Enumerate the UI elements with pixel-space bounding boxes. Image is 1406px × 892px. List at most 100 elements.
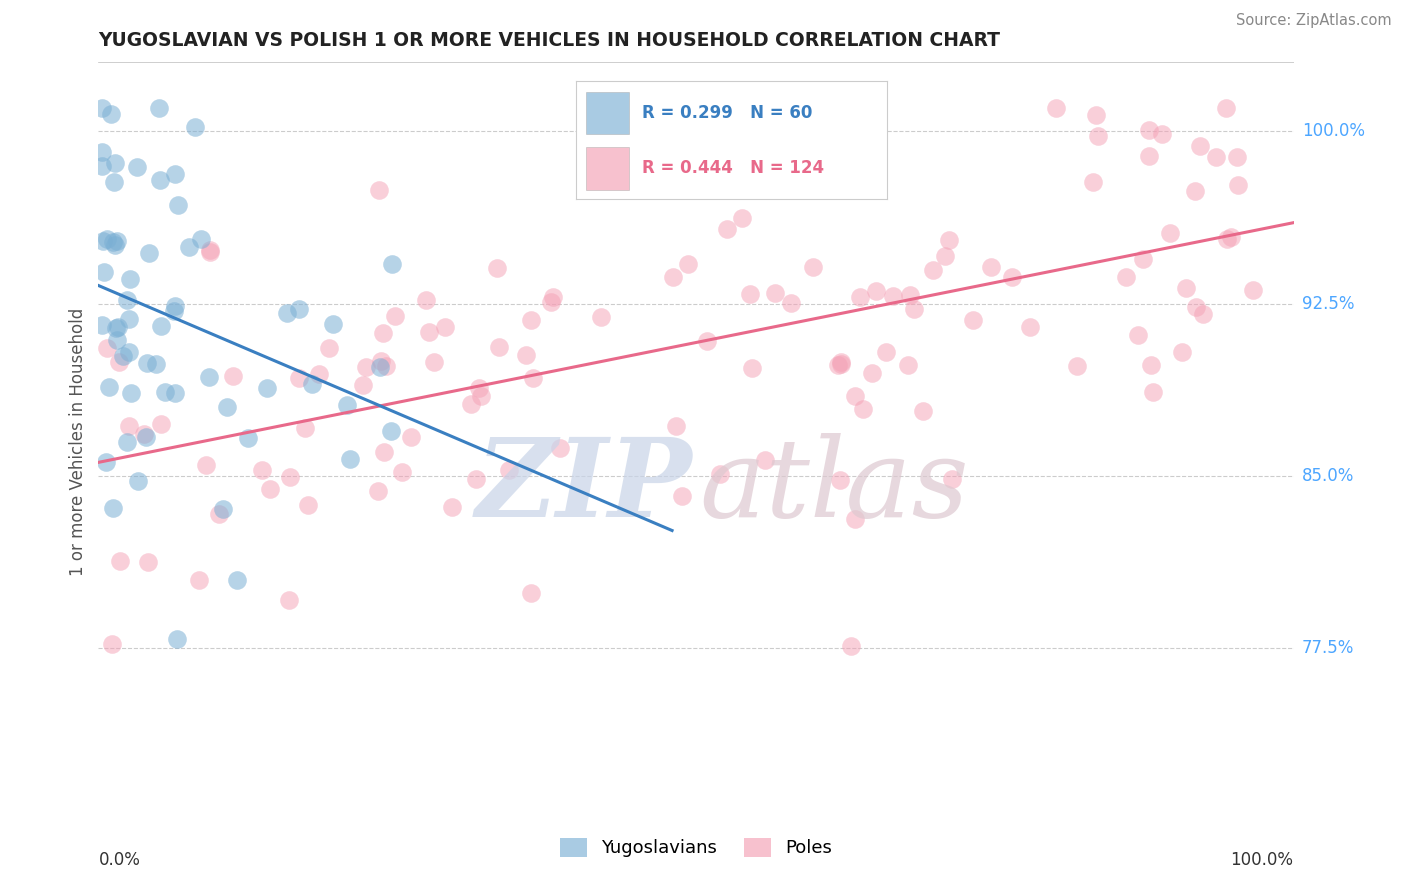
Point [153, 385, 176, 400]
Point [115, 434, 138, 449]
Point [540, 294, 562, 309]
Point [198, 244, 221, 259]
Point [322, 318, 344, 332]
Point [688, 120, 710, 135]
Point [354, 359, 377, 374]
Point [370, 359, 392, 374]
Text: YUGOSLAVIAN VS POLISH 1 OR MORE VEHICLES IN HOUSEHOLD CORRELATION CHART: YUGOSLAVIAN VS POLISH 1 OR MORE VEHICLES… [98, 30, 1001, 50]
Point [288, 371, 311, 385]
Point [380, 257, 402, 271]
Text: 100.0%: 100.0% [1230, 851, 1294, 869]
Point [104, 321, 127, 335]
Point [1137, 149, 1160, 163]
Point [190, 232, 212, 246]
Point [875, 345, 897, 359]
Point [678, 257, 700, 271]
Point [294, 421, 316, 435]
Point [1066, 359, 1088, 373]
Point [145, 357, 167, 371]
Point [415, 293, 437, 307]
Legend: Yugoslavians, Poles: Yugoslavians, Poles [553, 830, 839, 864]
Point [1018, 320, 1040, 334]
Point [1152, 128, 1174, 142]
Point [467, 381, 489, 395]
Point [132, 427, 155, 442]
Point [433, 320, 456, 334]
Point [962, 313, 984, 327]
Point [339, 451, 361, 466]
Point [138, 555, 160, 569]
Point [1132, 252, 1154, 267]
Point [844, 388, 866, 402]
Point [117, 293, 139, 307]
Point [100, 106, 122, 120]
Point [1140, 358, 1163, 372]
Point [118, 312, 141, 326]
Point [1227, 178, 1250, 193]
Point [399, 429, 422, 443]
Point [1001, 269, 1024, 284]
Point [370, 354, 392, 368]
Point [671, 489, 693, 503]
Point [225, 573, 247, 587]
Point [288, 301, 311, 316]
Point [934, 249, 956, 263]
Point [98, 379, 121, 393]
Point [256, 381, 278, 395]
Point [464, 472, 486, 486]
Point [108, 355, 131, 369]
Point [1241, 284, 1264, 298]
Point [1087, 128, 1109, 143]
Point [865, 284, 887, 298]
Point [1205, 150, 1227, 164]
Point [980, 260, 1002, 275]
Point [212, 501, 235, 516]
Point [127, 474, 149, 488]
Point [1215, 102, 1237, 116]
Point [460, 397, 482, 411]
Point [591, 310, 613, 324]
Point [519, 586, 541, 600]
Point [163, 167, 186, 181]
Point [108, 554, 131, 568]
Point [1126, 328, 1149, 343]
Point [1115, 269, 1137, 284]
Point [166, 198, 188, 212]
Point [222, 368, 245, 383]
Text: 85.0%: 85.0% [1302, 467, 1354, 485]
Point [96, 455, 118, 469]
Point [93, 235, 115, 249]
Point [1219, 230, 1241, 244]
Point [903, 301, 925, 316]
Point [208, 507, 231, 521]
Point [91, 102, 114, 116]
Point [195, 458, 218, 473]
Point [101, 235, 124, 250]
Point [898, 288, 921, 302]
Point [828, 474, 851, 488]
Point [197, 370, 219, 384]
Point [375, 359, 398, 374]
Point [91, 145, 114, 159]
Point [105, 333, 128, 347]
Point [801, 260, 824, 274]
Point [754, 453, 776, 467]
Point [799, 145, 821, 160]
Point [938, 234, 960, 248]
Point [665, 419, 688, 434]
Point [217, 400, 239, 414]
Point [1045, 102, 1067, 116]
Point [236, 432, 259, 446]
Point [1226, 149, 1249, 163]
Point [105, 235, 128, 249]
Point [138, 245, 160, 260]
Point [104, 156, 127, 170]
Point [184, 120, 207, 135]
Point [1189, 139, 1212, 153]
Point [373, 445, 395, 459]
Text: 92.5%: 92.5% [1302, 294, 1354, 313]
Text: ZIP: ZIP [475, 434, 692, 541]
Point [441, 500, 464, 515]
Point [278, 470, 301, 484]
Point [163, 300, 186, 314]
